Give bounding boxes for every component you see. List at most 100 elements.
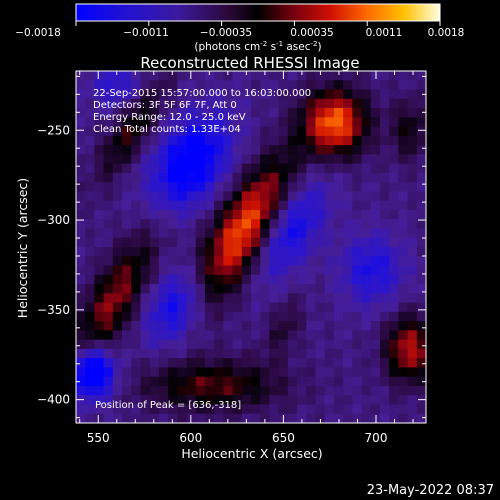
heatmap-cell [333, 413, 344, 423]
heatmap-cell [278, 108, 289, 118]
heatmap-cell [103, 163, 114, 174]
heatmap-cell [251, 348, 261, 359]
heatmap-cell [251, 163, 261, 174]
heatmap-cell [333, 117, 344, 128]
heatmap-cell [278, 358, 289, 369]
heatmap-cell [131, 367, 142, 378]
y-tick-label: −250 [37, 123, 70, 137]
heatmap-cell [177, 348, 188, 359]
heatmap-cell [398, 71, 409, 81]
heatmap-cell [168, 117, 178, 128]
heatmap-cell [214, 126, 224, 137]
heatmap-cell [223, 247, 234, 257]
heatmap-cell [76, 191, 86, 202]
heatmap-cell [186, 154, 197, 165]
heatmap-cell [260, 209, 271, 220]
heatmap-cell [370, 256, 381, 267]
heatmap-cell [333, 98, 344, 109]
heatmap-cell [94, 126, 105, 137]
heatmap-cell [223, 339, 234, 350]
heatmap-cell [251, 311, 261, 322]
heatmap-cell [269, 80, 280, 91]
heatmap-cell [85, 284, 96, 294]
heatmap-cell [379, 228, 390, 239]
heatmap-cell [131, 182, 142, 193]
heatmap-cell [398, 395, 409, 406]
heatmap-cell [122, 330, 132, 341]
heatmap-cell [232, 284, 243, 294]
heatmap-cell [361, 413, 372, 423]
heatmap-cell [416, 256, 426, 267]
heatmap-cell [278, 404, 289, 415]
heatmap-cell [260, 395, 271, 406]
heatmap-cell [343, 348, 353, 359]
heatmap-cell [232, 395, 243, 406]
heatmap-cell [158, 376, 169, 387]
heatmap-cell [94, 302, 105, 313]
heatmap-cell [140, 339, 151, 350]
heatmap-cell [251, 302, 261, 313]
heatmap-cell [416, 247, 426, 257]
heatmap-cell [85, 98, 96, 109]
heatmap-cell [158, 228, 169, 239]
heatmap-cell [158, 330, 169, 341]
heatmap-cell [416, 145, 426, 155]
heatmap-cell [122, 274, 132, 285]
heatmap-cell [223, 154, 234, 165]
heatmap-cell [140, 228, 151, 239]
heatmap-cell [177, 265, 188, 276]
heatmap-cell [195, 404, 206, 415]
heatmap-cell [251, 145, 261, 155]
heatmap-cell [85, 293, 96, 304]
heatmap-cell [324, 395, 335, 406]
heatmap-cell [260, 339, 271, 350]
heatmap-cell [315, 385, 326, 396]
heatmap-cell [361, 367, 372, 378]
heatmap-cell [416, 108, 426, 118]
heatmap-cell [204, 108, 215, 118]
heatmap-cell [241, 256, 252, 267]
heatmap-cell [352, 191, 363, 202]
heatmap-cell [204, 302, 215, 313]
heatmap-cell [407, 385, 418, 396]
heatmap-cell [158, 404, 169, 415]
heatmap-cell [232, 413, 243, 423]
heatmap-cell [241, 302, 252, 313]
heatmap-cell [251, 209, 261, 220]
heatmap-cell [278, 385, 289, 396]
heatmap-cell [112, 385, 123, 396]
heatmap-cell [195, 348, 206, 359]
heatmap-cell [122, 376, 132, 387]
heatmap-cell [416, 80, 426, 91]
heatmap-cell [149, 126, 160, 137]
heatmap-cell [333, 321, 344, 331]
heatmap-cell [140, 265, 151, 276]
heatmap-cell [315, 191, 326, 202]
heatmap-cell [398, 311, 409, 322]
heatmap-cell [370, 145, 381, 155]
heatmap-cell [343, 182, 353, 193]
heatmap-cell [85, 163, 96, 174]
heatmap-cell [398, 237, 409, 248]
heatmap-cell [333, 126, 344, 137]
heatmap-cell [324, 89, 335, 100]
heatmap-cell [343, 191, 353, 202]
heatmap-cell [306, 284, 317, 294]
heatmap-cell [177, 339, 188, 350]
heatmap-cell [352, 209, 363, 220]
heatmap-cell [177, 71, 188, 81]
heatmap-cell [389, 311, 399, 322]
heatmap-cell [177, 321, 188, 331]
heatmap-cell [416, 219, 426, 230]
heatmap-cell [131, 358, 142, 369]
heatmap-cell [333, 247, 344, 257]
heatmap-cell [278, 191, 289, 202]
heatmap-cell [140, 293, 151, 304]
heatmap-cell [352, 154, 363, 165]
heatmap-cell [343, 274, 353, 285]
heatmap-cell [214, 358, 224, 369]
heatmap-cell [361, 302, 372, 313]
heatmap-cell [343, 163, 353, 174]
heatmap-cell [370, 182, 381, 193]
heatmap-cell [140, 395, 151, 406]
